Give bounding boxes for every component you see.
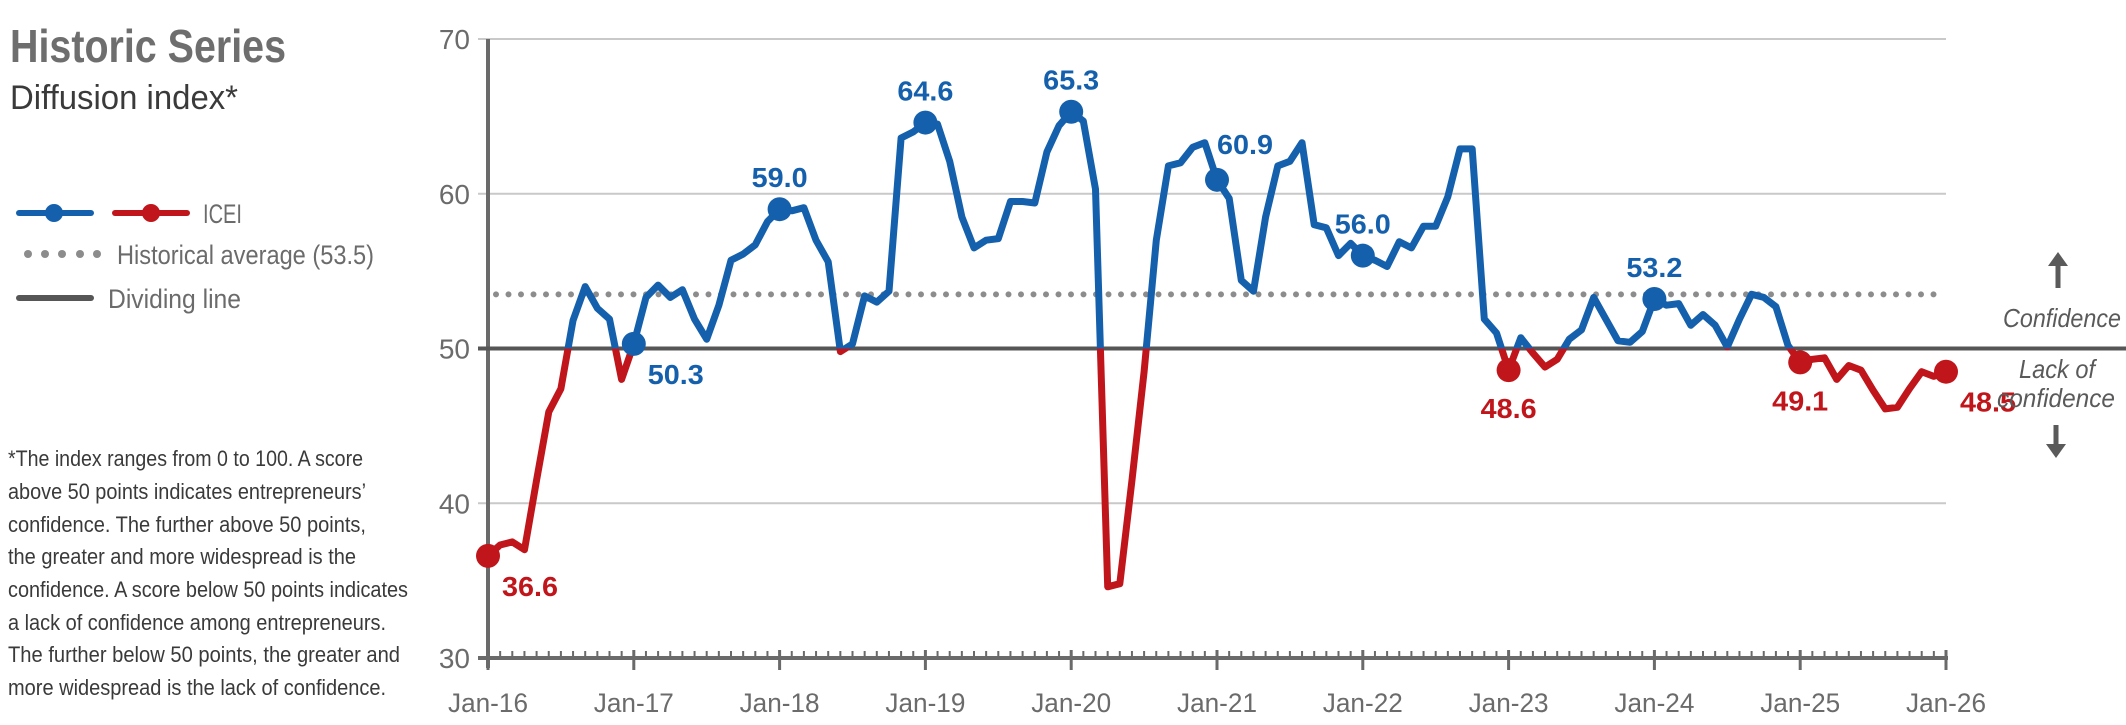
chart-subtitle: Diffusion index* xyxy=(10,79,238,117)
arrow-up-icon xyxy=(2048,252,2068,288)
data-label: 36.6 xyxy=(502,571,558,602)
legend-dividing-label: Dividing line xyxy=(108,284,241,314)
footnote-line: *The index ranges from 0 to 100. A score xyxy=(8,446,363,471)
x-tick-label: Jan-22 xyxy=(1323,688,1403,718)
x-tick-label: Jan-24 xyxy=(1614,688,1694,718)
data-point-marker xyxy=(1788,350,1813,375)
x-axis: Jan-16 Jan-17 Jan-18 Jan-19 Jan-20 Jan-21 Jan-… xyxy=(448,650,1986,718)
data-point-marker xyxy=(1496,358,1521,383)
data-point-marker xyxy=(1934,359,1958,384)
footnote-line: more widespread is the lack of confidenc… xyxy=(8,675,386,700)
legend: ICEI Historical average (53.5) Dividing … xyxy=(16,199,374,314)
arrow-down-icon xyxy=(2046,425,2066,458)
x-tick-label: Jan-16 xyxy=(448,688,528,718)
data-labels: 36.6 50.3 59.0 64.6 65.3 60.9 56.0 48.6 53.2 49.1… xyxy=(476,65,2016,602)
data-point-marker xyxy=(1350,243,1375,268)
legend-average-label: Historical average (53.5) xyxy=(117,240,374,270)
gridlines xyxy=(478,38,1946,505)
data-label: 49.1 xyxy=(1772,385,1828,416)
zone-lack-label-1: Lack of xyxy=(2019,354,2098,384)
legend-icei-above-marker xyxy=(16,204,94,222)
x-tick-label: Jan-17 xyxy=(594,688,674,718)
footnote-line: The further below 50 points, the greater… xyxy=(8,642,400,667)
footnote-line: above 50 points indicates entrepreneurs’ xyxy=(8,479,366,504)
data-label: 48.6 xyxy=(1481,393,1537,424)
x-tick-label: Jan-19 xyxy=(885,688,965,718)
footnote: *The index ranges from 0 to 100. A score… xyxy=(8,446,408,700)
x-tick-label: Jan-26 xyxy=(1906,688,1986,718)
zone-lack-label-2: confidence xyxy=(1997,383,2115,413)
footnote-line: the greater and more widespread is the xyxy=(8,544,356,569)
data-point-marker xyxy=(621,331,646,356)
x-tick-label: Jan-21 xyxy=(1177,688,1257,718)
data-point-marker xyxy=(1205,167,1229,192)
zone-confidence-label: Confidence xyxy=(2003,303,2121,333)
legend-average-marker xyxy=(24,250,101,258)
data-label: 65.3 xyxy=(1043,65,1099,96)
footnote-line: a lack of confidence among entrepreneurs… xyxy=(8,610,386,635)
data-label: 60.9 xyxy=(1217,129,1273,160)
x-tick-label: Jan-25 xyxy=(1760,688,1840,718)
data-label: 53.2 xyxy=(1626,252,1682,283)
y-tick-label: 30 xyxy=(439,643,470,674)
y-tick-label: 60 xyxy=(439,179,470,210)
footnote-line: confidence. The further above 50 points, xyxy=(8,512,366,537)
legend-icei-label: ICEI xyxy=(203,199,242,229)
footnote-line: confidence. A score below 50 points indi… xyxy=(8,577,408,602)
x-tick-label: Jan-23 xyxy=(1469,688,1549,718)
y-tick-label: 70 xyxy=(439,24,470,55)
data-point-marker xyxy=(913,110,938,135)
y-tick-label: 40 xyxy=(439,488,470,519)
data-point-marker xyxy=(1642,286,1667,311)
data-label: 50.3 xyxy=(648,359,704,390)
reference-lines xyxy=(478,291,2126,351)
legend-icei-below-marker xyxy=(112,204,190,222)
x-tick-label: Jan-20 xyxy=(1031,688,1111,718)
zone-indicator: Confidence Lack of confidence xyxy=(1997,252,2121,458)
x-tick-label: Jan-18 xyxy=(740,688,820,718)
data-label: 64.6 xyxy=(897,76,953,107)
data-label: 56.0 xyxy=(1335,209,1391,240)
data-point-marker xyxy=(767,197,792,222)
y-tick-label: 50 xyxy=(439,334,470,365)
chart-title: Historic Series xyxy=(10,20,286,72)
data-label: 48.5 xyxy=(1960,387,2016,418)
data-label: 59.0 xyxy=(752,162,808,193)
data-point-marker xyxy=(476,543,500,568)
data-point-marker xyxy=(1059,99,1084,124)
